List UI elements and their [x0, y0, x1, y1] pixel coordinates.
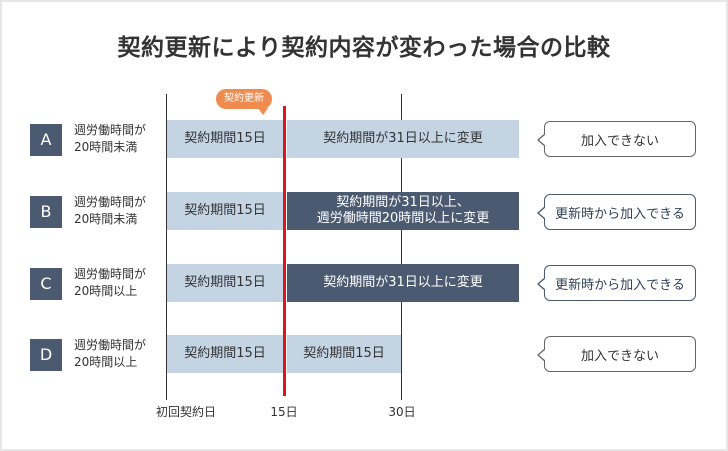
row-b-label-line2: 20時間未満 [74, 212, 138, 226]
row-a-renewal-text: 契約期間が31日以上に変更 [323, 131, 483, 146]
axis-day30-label: 30日 [388, 405, 416, 419]
row-d-result-pointer-fill [539, 349, 546, 361]
row-c-result-pointer-fill [539, 278, 546, 290]
row-a-label-line1: 週労働時間が [74, 123, 147, 137]
row-d-renewal-bar: 契約期間15日 [287, 335, 401, 373]
renewal-line [283, 106, 286, 396]
row-d-renewal-text: 契約期間15日 [303, 346, 385, 361]
row-c-result-text: 更新時から加入できる [555, 277, 685, 293]
row-c-renewal-text: 契約期間が31日以上に変更 [323, 275, 483, 290]
day30-line [401, 94, 402, 400]
row-c-label-line2: 20時間以上 [74, 284, 138, 298]
row-b-result: 更新時から加入できる [537, 194, 696, 230]
row-c-label-line1: 週労働時間が [74, 267, 147, 281]
row-b-renewal-text-1: 契約期間が31日以上、 [336, 195, 470, 210]
row-a-result-pointer-fill [539, 134, 546, 146]
row-b-renewal-bar: 契約期間が31日以上、 週労働時間20時間以上に変更 [287, 192, 519, 230]
row-b-label: 週労働時間が 20時間未満 [74, 194, 164, 228]
row-a-initial-bar: 契約期間15日 [167, 120, 283, 158]
row-b-label-line1: 週労働時間が [74, 195, 147, 209]
row-c-label: 週労働時間が 20時間以上 [74, 266, 164, 300]
row-a-label: 週労働時間が 20時間未満 [74, 122, 164, 156]
row-b-badge: B [30, 196, 62, 228]
row-d-label-line1: 週労働時間が [74, 338, 147, 352]
row-d-label: 週労働時間が 20時間以上 [74, 337, 164, 371]
row-d-label-line2: 20時間以上 [74, 355, 138, 369]
diagram-title: 契約更新により契約内容が変わった場合の比較 [117, 35, 611, 61]
row-d-result: 加入できない [537, 336, 696, 372]
row-c-renewal-bar: 契約期間が31日以上に変更 [287, 264, 519, 302]
renewal-callout: 契約更新 [216, 89, 272, 115]
row-a-renewal-bar: 契約期間が31日以上に変更 [287, 120, 519, 158]
axis-start-label: 初回契約日 [156, 405, 217, 419]
axis-day15-label: 15日 [270, 405, 298, 419]
row-c-result: 更新時から加入できる [537, 265, 696, 301]
start-day-line [166, 94, 167, 400]
row-b-result-pointer-fill [539, 207, 546, 219]
row-c-initial-bar: 契約期間15日 [167, 264, 283, 302]
row-a-label-line2: 20時間未満 [74, 140, 138, 154]
row-a-result-text: 加入できない [580, 133, 659, 149]
row-d-badge: D [30, 339, 62, 371]
row-a-badge: A [30, 124, 62, 156]
row-b-initial-bar: 契約期間15日 [167, 192, 283, 230]
row-d-initial-bar: 契約期間15日 [167, 335, 283, 373]
row-d-result-text: 加入できない [580, 348, 659, 364]
row-b-result-text: 更新時から加入できる [555, 206, 685, 222]
row-c-badge: C [30, 268, 62, 300]
row-b-renewal-text-2: 週労働時間20時間以上に変更 [316, 211, 490, 226]
row-a-result: 加入できない [537, 121, 696, 157]
